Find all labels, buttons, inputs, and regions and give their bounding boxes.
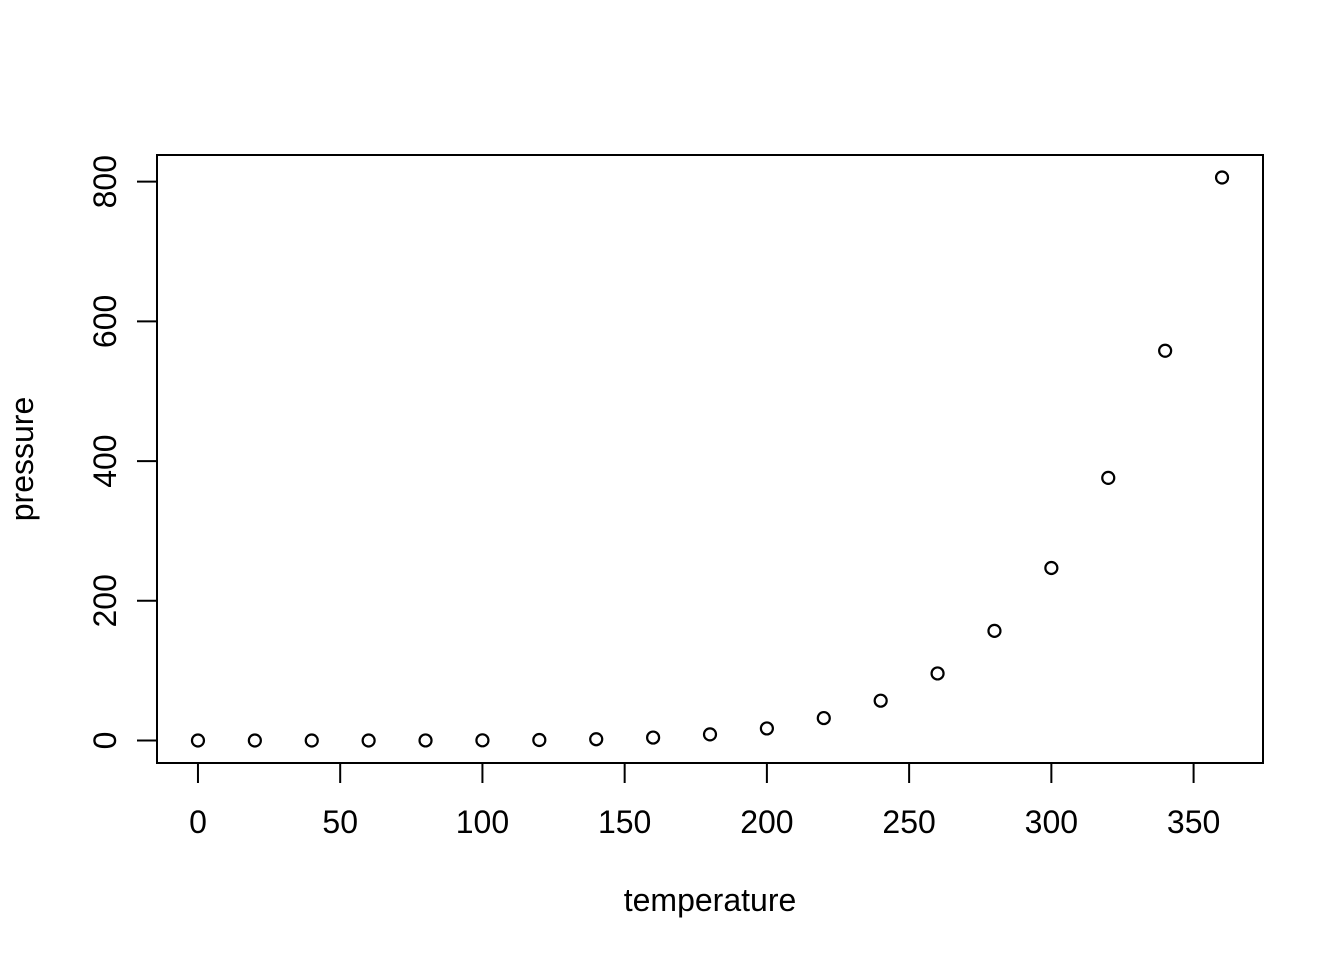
x-tick-label: 200 bbox=[740, 804, 793, 840]
data-point bbox=[702, 727, 718, 742]
x-tick-label: 50 bbox=[322, 804, 358, 840]
y-tick-label: 200 bbox=[87, 574, 123, 627]
y-axis-ticks: 0 200 400 600 800 bbox=[87, 155, 157, 749]
x-tick-label: 250 bbox=[882, 804, 935, 840]
data-point bbox=[418, 733, 433, 748]
x-axis-title: temperature bbox=[624, 882, 797, 918]
data-point bbox=[190, 733, 206, 748]
x-tick-label: 350 bbox=[1167, 804, 1220, 840]
data-point bbox=[304, 733, 319, 748]
data-point bbox=[589, 732, 604, 747]
data-point bbox=[646, 730, 661, 745]
y-axis-title: pressure bbox=[4, 397, 40, 522]
y-tick-label: 800 bbox=[87, 155, 123, 208]
data-point bbox=[475, 733, 490, 748]
data-points bbox=[190, 170, 1230, 748]
data-point bbox=[873, 693, 888, 708]
y-tick-label: 400 bbox=[87, 434, 123, 487]
data-point bbox=[759, 721, 774, 736]
data-point bbox=[987, 623, 1002, 638]
plot-box bbox=[156, 154, 1264, 764]
y-tick-label: 600 bbox=[87, 295, 123, 348]
x-tick-label: 100 bbox=[456, 804, 509, 840]
data-point bbox=[1158, 343, 1173, 358]
data-point bbox=[1044, 560, 1059, 576]
data-point bbox=[532, 732, 547, 748]
x-tick-label: 300 bbox=[1025, 804, 1078, 840]
x-axis-ticks: 0 50 100 150 200 250 300 350 bbox=[189, 763, 1220, 840]
data-point bbox=[816, 710, 831, 726]
x-tick-label: 0 bbox=[189, 804, 207, 840]
data-point bbox=[1101, 470, 1116, 485]
data-point bbox=[247, 733, 262, 748]
y-tick-label: 0 bbox=[87, 732, 123, 750]
data-point bbox=[1214, 170, 1230, 185]
x-tick-label: 150 bbox=[598, 804, 651, 840]
data-point bbox=[361, 733, 376, 748]
data-point bbox=[930, 666, 945, 681]
